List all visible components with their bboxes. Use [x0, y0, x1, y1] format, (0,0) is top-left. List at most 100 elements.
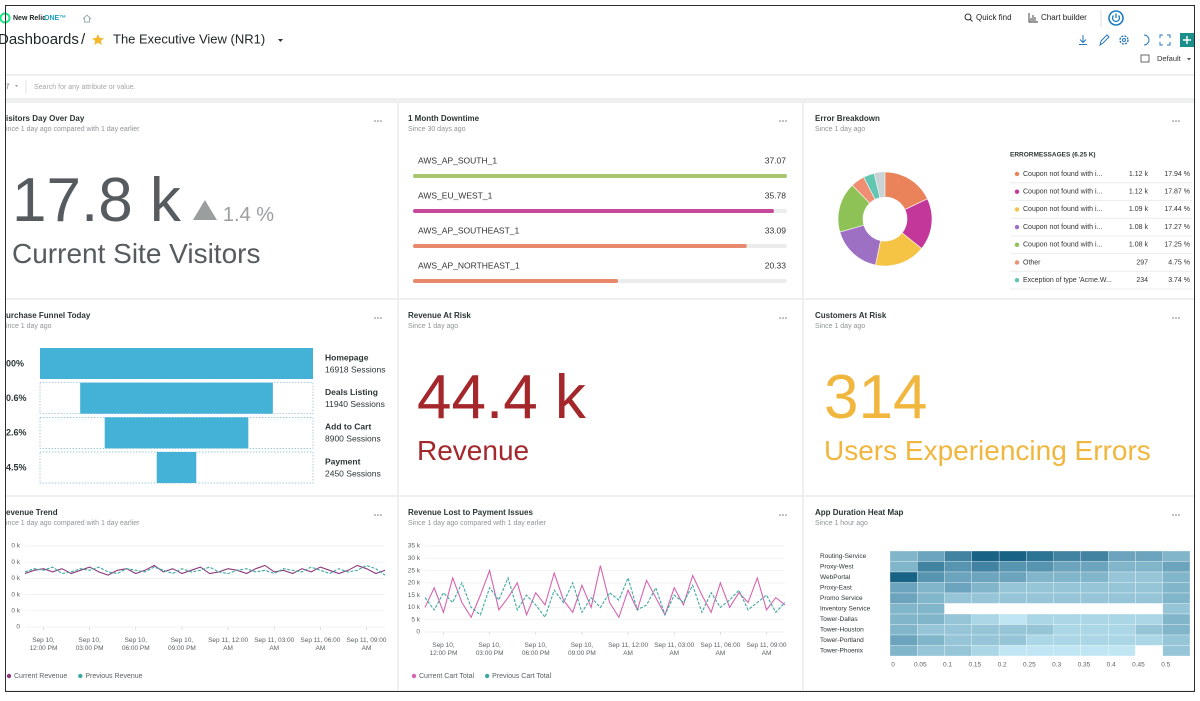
y-tick-label: 0 [16, 624, 20, 631]
panel-menu[interactable] [779, 120, 781, 122]
panel-menu[interactable] [1178, 514, 1180, 516]
heat-cell [944, 645, 972, 657]
heat-cell [1080, 624, 1109, 636]
theme-icon[interactable] [1143, 34, 1150, 46]
heat-cell [889, 624, 918, 636]
search-icon[interactable] [969, 18, 973, 22]
filter-caret[interactable] [15, 85, 18, 87]
time-picker-caret[interactable] [1187, 58, 1191, 61]
heat-cell [1026, 571, 1054, 583]
panel-menu[interactable] [1178, 120, 1180, 122]
panel-menu[interactable] [377, 120, 379, 122]
series-line [424, 576, 786, 619]
settings-icon[interactable] [1122, 38, 1126, 42]
panel-menu[interactable] [1175, 120, 1177, 122]
panel-subtitle: ince 1 day ago compared with 1 day earli… [6, 520, 140, 527]
edit-icon[interactable] [1099, 34, 1110, 47]
funnel-sessions: 16918 Sessions [325, 364, 386, 374]
panel [5, 497, 397, 690]
panel-menu[interactable] [380, 514, 382, 516]
download-icon[interactable] [1079, 35, 1087, 45]
home-icon[interactable] [82, 14, 92, 23]
title-caret[interactable] [278, 39, 283, 42]
legend-label: Other [1023, 259, 1041, 266]
funnel-percent: 0.6% [6, 393, 27, 403]
panel-menu[interactable] [374, 514, 376, 516]
bar-value: 20.33 [765, 260, 787, 270]
quick-find[interactable]: Quick find [976, 13, 1012, 22]
panel-menu[interactable] [1172, 317, 1174, 319]
panel-menu[interactable] [380, 120, 382, 122]
funnel-step: Deals Listing [325, 387, 378, 397]
panel-menu[interactable] [785, 317, 787, 319]
heat-cell [1135, 550, 1163, 562]
legend-swatch [1014, 189, 1020, 194]
x-tick-label: Sep 10, 06:00 PM [121, 637, 150, 652]
panel-menu[interactable] [779, 317, 781, 319]
search-icon[interactable] [964, 13, 972, 21]
breadcrumb-separator: / [81, 31, 86, 48]
x-tick-label: Sep 11, 12:00 AM [208, 637, 249, 652]
x-tick-label: 0 [891, 662, 895, 669]
add-icon[interactable] [1183, 36, 1191, 44]
panel-menu[interactable] [779, 514, 781, 516]
legend-percent: 17.27 % [1164, 224, 1190, 231]
row-label: Promo Service [820, 595, 863, 602]
x-tick-label: 0.3 [1052, 662, 1061, 669]
x-tick-label: Sep 10, 12:00 PM [429, 642, 458, 657]
heat-cell [944, 582, 972, 594]
x-tick-label: 0.35 [1078, 662, 1091, 669]
panel-title: Revenue At Risk [408, 311, 471, 320]
panel-menu[interactable] [374, 120, 376, 122]
panel-menu[interactable] [377, 514, 379, 516]
panel [399, 300, 802, 495]
heat-cell [944, 613, 972, 625]
panel-subtitle: Since 30 days ago [408, 126, 466, 133]
heat-cell [944, 603, 972, 615]
panel-menu[interactable] [1172, 120, 1174, 122]
heat-cell [1080, 603, 1109, 615]
power-icon[interactable] [1108, 10, 1124, 26]
filter-icon[interactable] [5, 83, 10, 89]
y-tick-label: 10 k [408, 604, 421, 611]
panel-menu[interactable] [782, 514, 784, 516]
panel-menu[interactable] [377, 317, 379, 319]
settings-icon[interactable] [1119, 35, 1129, 45]
y-tick-label: 20 k [408, 580, 421, 587]
row-label: Proxy-East [820, 584, 852, 591]
panel-menu[interactable] [1172, 514, 1174, 516]
calendar-icon[interactable] [1140, 54, 1150, 63]
panel-menu[interactable] [374, 317, 376, 319]
breadcrumb[interactable]: Dashboards [0, 31, 79, 48]
heat-cell [971, 592, 1000, 604]
filter-bar[interactable] [5, 76, 1195, 98]
time-picker[interactable]: Default [1157, 54, 1182, 63]
panel-menu[interactable] [1175, 514, 1177, 516]
chart-builder-icon[interactable] [1028, 13, 1038, 23]
filter-placeholder[interactable]: Search for any attribute or value. [34, 84, 136, 91]
panel [399, 103, 802, 298]
favorite-star[interactable] [92, 34, 104, 45]
heat-cell [1135, 592, 1163, 604]
frame [5, 5, 1195, 692]
panel-menu[interactable] [380, 317, 382, 319]
heat-cell [1080, 582, 1109, 594]
fullscreen-icon[interactable] [1159, 34, 1171, 46]
panel-menu[interactable] [1175, 317, 1177, 319]
heat-cell [1162, 561, 1191, 573]
bar-value: 37.07 [765, 155, 787, 165]
panel-menu[interactable] [785, 514, 787, 516]
x-tick-label: 0.4 [1107, 662, 1116, 669]
panel-menu[interactable] [785, 120, 787, 122]
panel-menu[interactable] [1178, 317, 1180, 319]
chart-builder[interactable]: Chart builder [1041, 13, 1087, 22]
heat-cell [971, 624, 1000, 636]
panel-menu[interactable] [782, 120, 784, 122]
legend-label: Coupon not found with i... [1023, 171, 1102, 178]
panel-title: evenue Trend [6, 508, 58, 517]
heat-cell [917, 624, 945, 636]
panel-menu[interactable] [782, 317, 784, 319]
heat-cell [1053, 550, 1082, 562]
heat-cell [889, 582, 918, 594]
power-icon[interactable] [1111, 13, 1121, 23]
